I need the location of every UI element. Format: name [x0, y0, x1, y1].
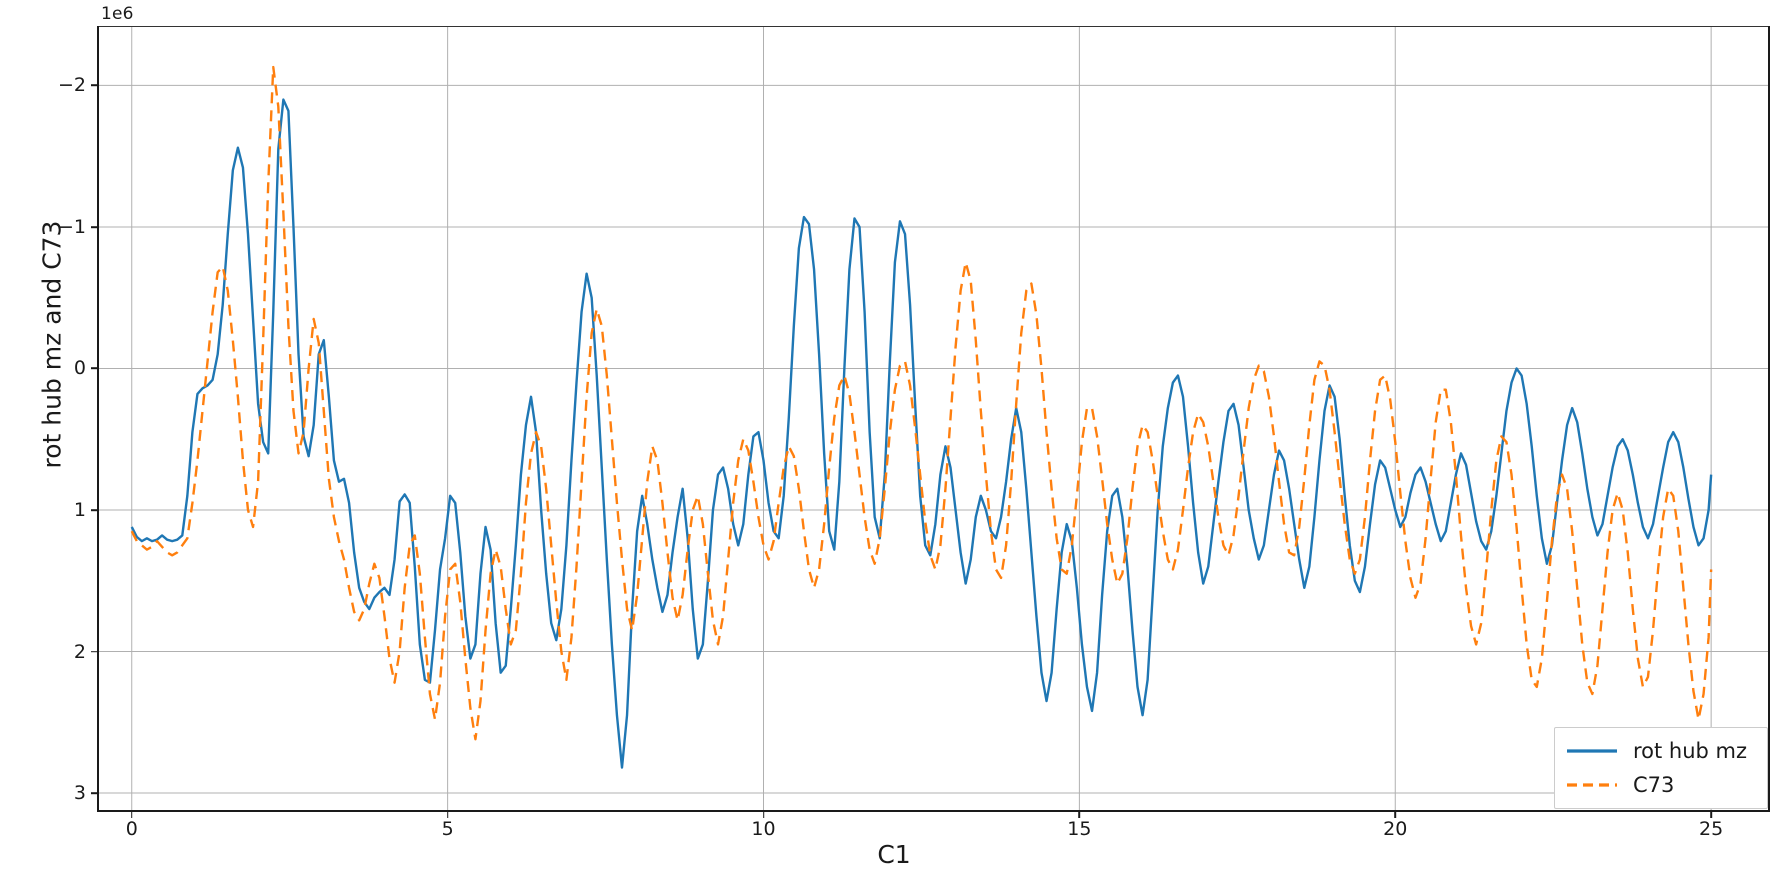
y-tick-label: 3: [73, 782, 86, 805]
gridlines: [97, 26, 1768, 810]
x-axis-label: C1: [877, 840, 911, 869]
axis-spine-right: [1768, 26, 1770, 812]
y-axis-exponent-label: 1e6: [101, 4, 134, 24]
y-tick-mark: [91, 226, 98, 228]
x-tick-mark: [1078, 811, 1081, 818]
y-tick-mark: [91, 509, 98, 511]
legend-swatch-icon: [1565, 742, 1619, 760]
y-tick-label: −2: [57, 74, 86, 97]
y-tick-mark: [91, 650, 98, 653]
legend-swatch-icon: [1565, 776, 1619, 794]
y-tick-mark: [91, 84, 98, 87]
legend: rot hub mz C73: [1554, 727, 1768, 809]
axis-spine-bottom: [97, 810, 1770, 812]
x-tick-mark: [446, 811, 449, 818]
x-tick-label: 5: [441, 818, 454, 840]
axis-spine-top: [97, 26, 1770, 27]
axis-spine-left: [97, 26, 99, 812]
x-tick-mark: [130, 811, 133, 818]
legend-label: C73: [1633, 773, 1675, 797]
y-tick-mark: [91, 367, 98, 370]
x-tick-label: 15: [1067, 818, 1092, 840]
y-tick-mark: [91, 792, 98, 794]
y-tick-label: 0: [73, 357, 86, 380]
y-tick-label: −1: [57, 215, 86, 238]
legend-entry-1[interactable]: rot hub mz: [1565, 734, 1757, 768]
x-tick-mark: [1710, 811, 1712, 818]
x-tick-mark: [1394, 811, 1397, 818]
x-tick-label: 10: [751, 818, 776, 840]
legend-entry-2[interactable]: C73: [1565, 768, 1757, 802]
x-tick-label: 20: [1383, 818, 1408, 840]
y-tick-label: 1: [73, 498, 86, 521]
series-line-1: [130, 98, 1713, 769]
chart-canvas: [97, 26, 1768, 810]
x-tick-mark: [762, 811, 765, 818]
plot-area: [97, 26, 1768, 810]
legend-label: rot hub mz: [1633, 739, 1748, 763]
x-tick-label: 25: [1699, 818, 1724, 840]
data-series-layer: [130, 65, 1713, 769]
x-tick-label: 0: [125, 818, 138, 840]
series-line-2: [130, 65, 1713, 741]
y-axis-label: rot hub mz and C73: [37, 220, 67, 469]
y-tick-label: 2: [73, 640, 86, 663]
